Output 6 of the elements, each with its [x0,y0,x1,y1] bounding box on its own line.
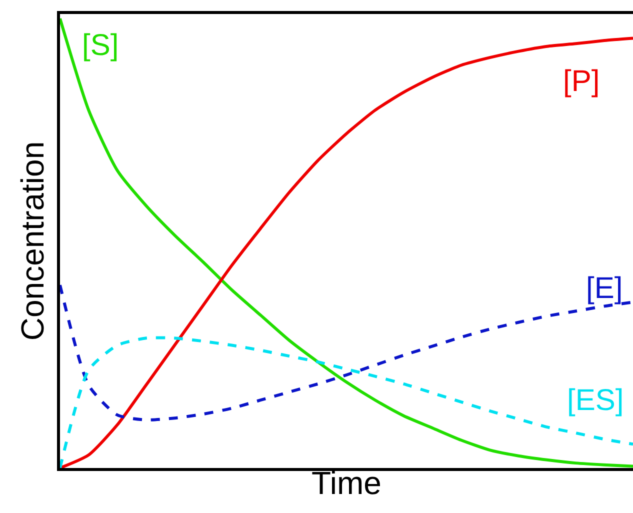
x-axis-title: Time [312,464,382,501]
y-axis-title: Concentration [14,141,50,341]
series-label: [S] [82,29,119,62]
series-label: [ES] [567,384,624,417]
series-label: [E] [586,272,623,305]
series-label: [P] [563,65,600,98]
